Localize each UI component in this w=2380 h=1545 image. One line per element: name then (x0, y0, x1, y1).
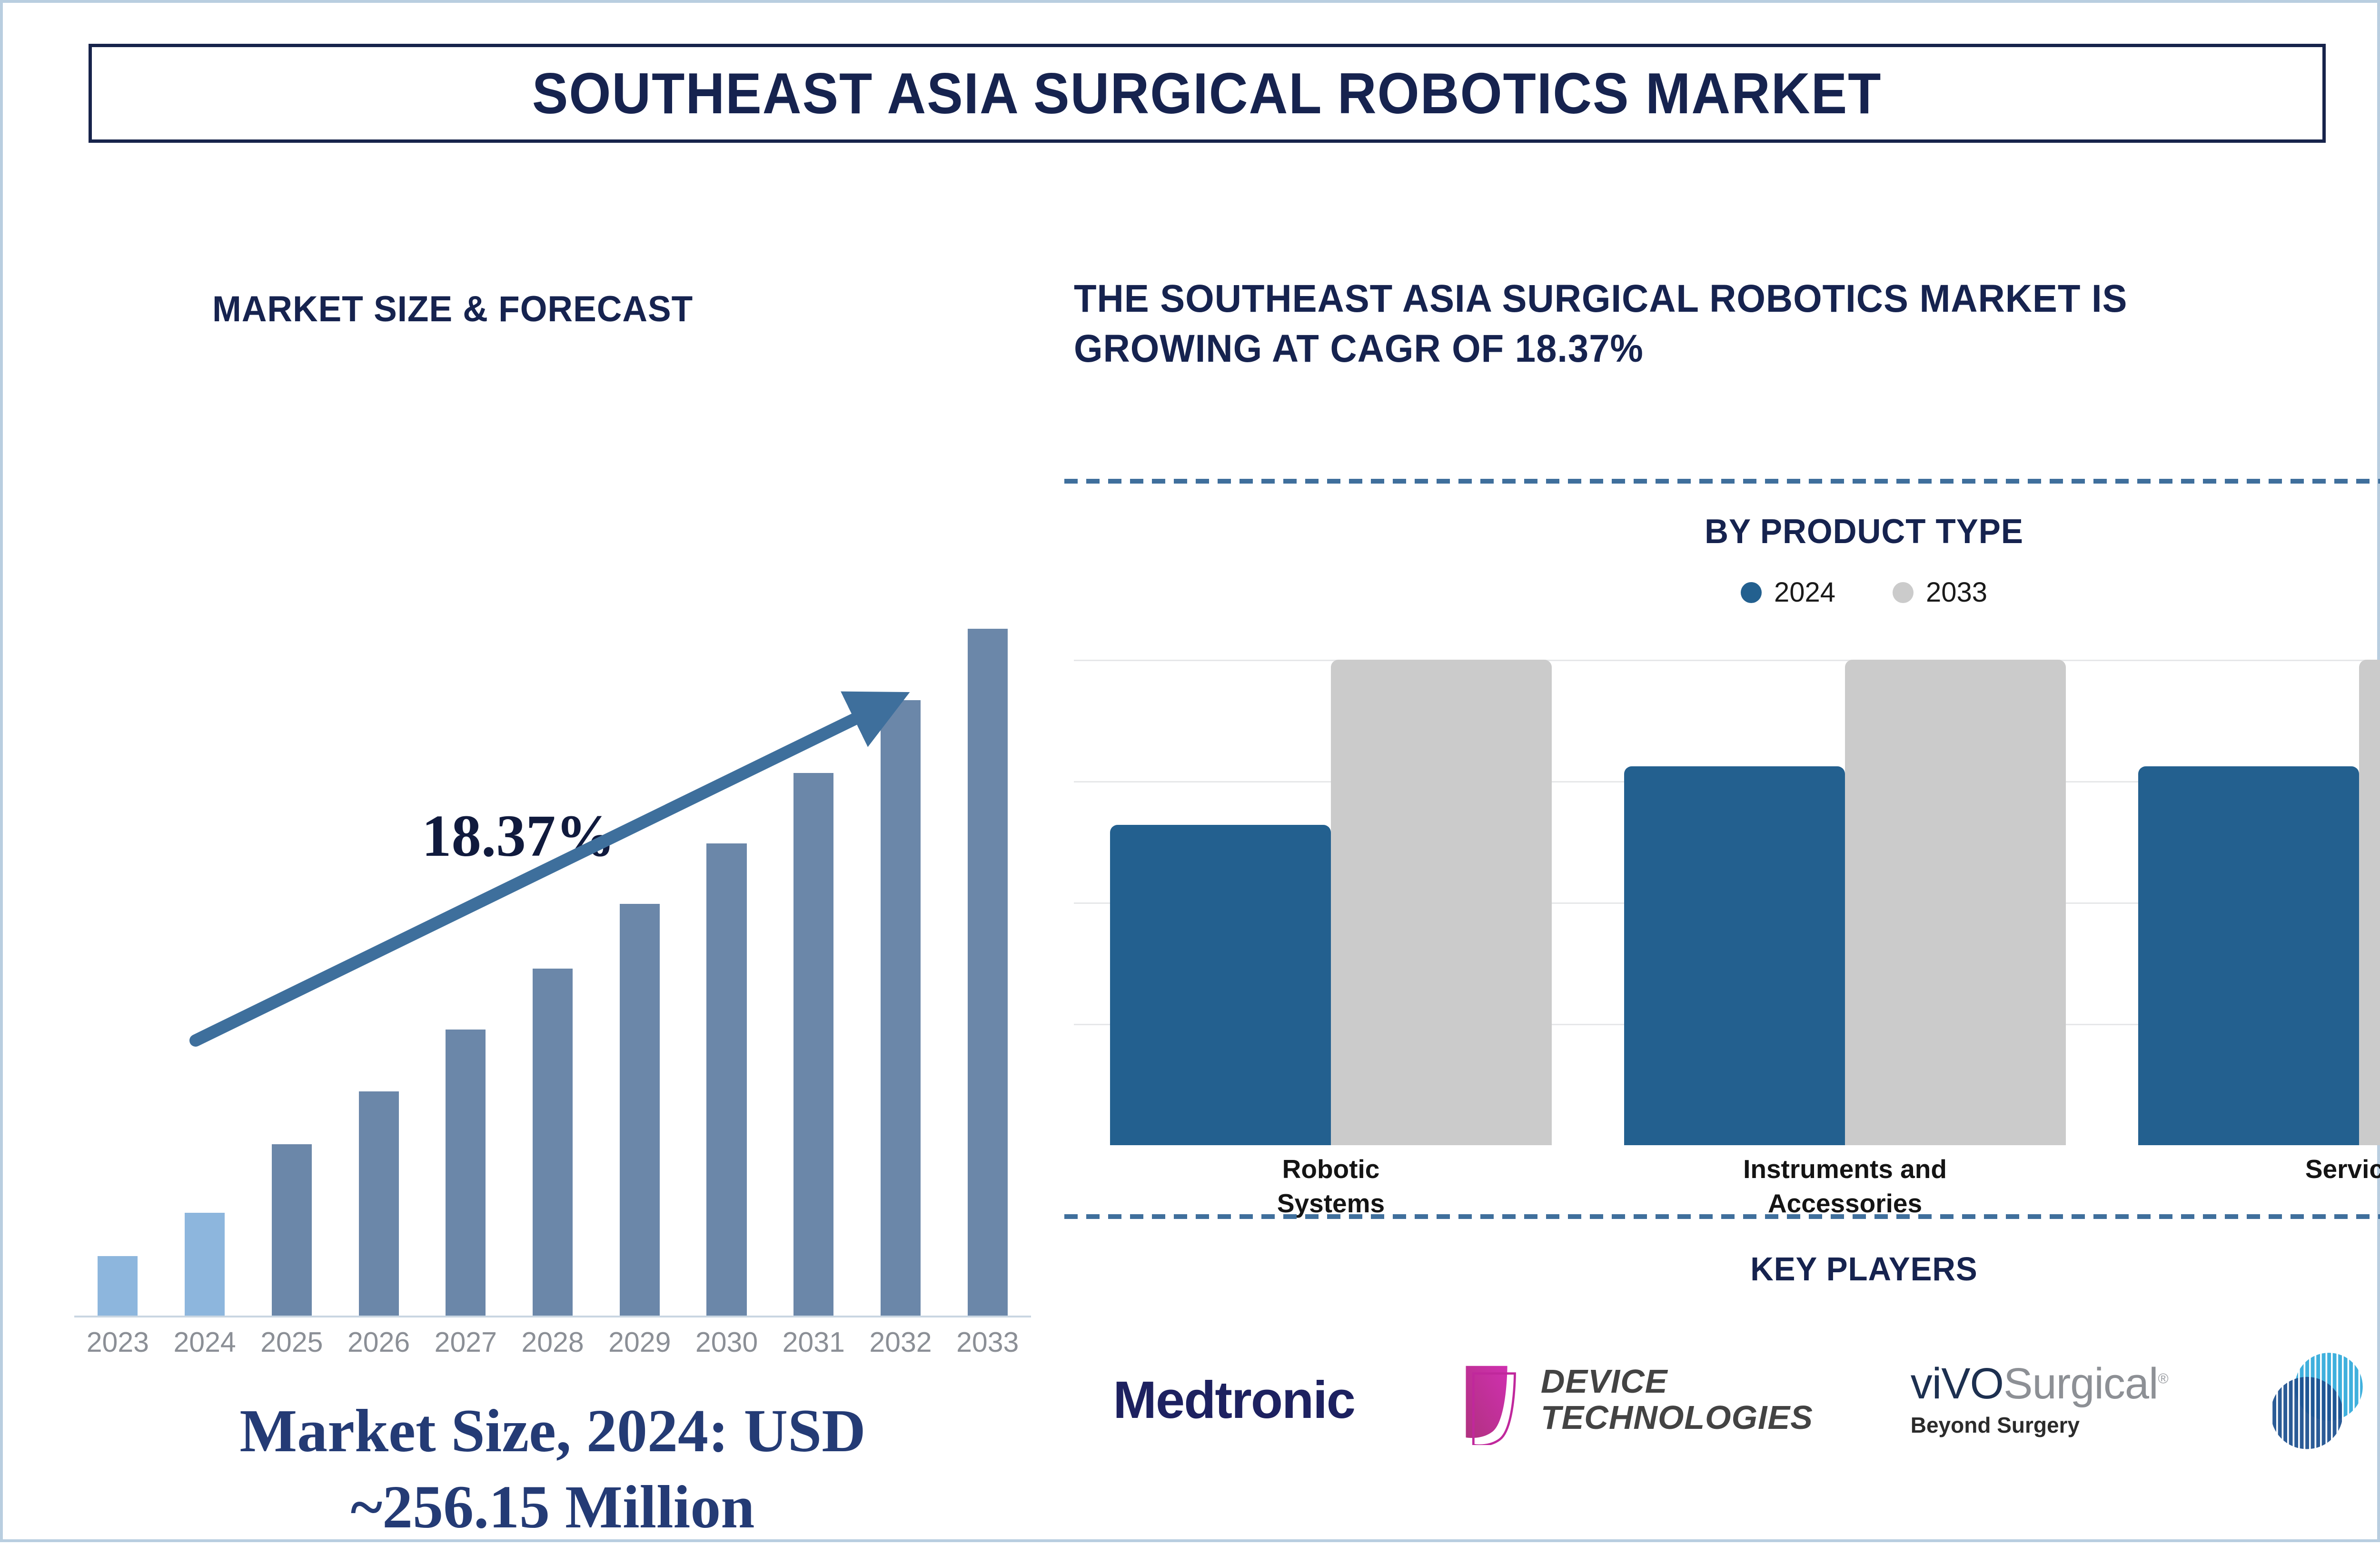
page-title-box: SOUTHEAST ASIA SURGICAL ROBOTICS MARKET (89, 44, 2326, 143)
chart-legend: 2024 2033 (1064, 576, 2380, 608)
category-label: Services (2102, 1152, 2380, 1220)
year-label: 2031 (770, 1326, 857, 1364)
product-type-bar (1845, 660, 2066, 1145)
legend-item[interactable]: 2033 (1893, 576, 1987, 608)
forecast-bar (98, 1256, 138, 1317)
legend-label: 2033 (1926, 576, 1987, 608)
forecast-bar-slot (857, 507, 944, 1317)
bar-group (2102, 660, 2380, 1145)
forecast-bar (446, 1030, 486, 1317)
forecast-bar (968, 629, 1008, 1317)
year-label: 2024 (161, 1326, 248, 1364)
forecast-bar (185, 1213, 225, 1317)
divider-bottom (1064, 1214, 2380, 1219)
devtech-line-1: DEVICE (1541, 1364, 1813, 1400)
device-technologies-leaf-icon (1452, 1355, 1528, 1445)
market-size-forecast-heading: MARKET SIZE & FORECAST (212, 288, 693, 330)
forecast-bar-slot (944, 507, 1031, 1317)
forecast-bar-slot (422, 507, 509, 1317)
legend-item[interactable]: 2024 (1741, 576, 1835, 608)
forecast-bar-slot (683, 507, 770, 1317)
year-label: 2030 (683, 1326, 770, 1364)
forecast-bar-slot (161, 507, 248, 1317)
vivo-tagline: Beyond Surgery (1911, 1412, 2080, 1438)
grouped-bar-group (1074, 660, 2380, 1145)
year-label: 2032 (857, 1326, 944, 1364)
divider-top (1064, 479, 2380, 484)
year-label: 2027 (422, 1326, 509, 1364)
by-product-type-chart (1074, 660, 2380, 1145)
vivo-part-1: viVO (1911, 1359, 2003, 1408)
forecast-bar (793, 773, 833, 1317)
logo-device-technologies[interactable]: DEVICE TECHNOLOGIES (1452, 1321, 1813, 1478)
year-label: 2026 (335, 1326, 422, 1364)
forecast-bar (359, 1091, 399, 1317)
year-label: 2025 (248, 1326, 335, 1364)
forecast-bar (706, 843, 746, 1317)
forecast-bar-slot (770, 507, 857, 1317)
legend-dot-icon (1893, 582, 1914, 603)
medtronic-wordmark: Medtronic (1113, 1370, 1355, 1430)
forecast-bar (620, 904, 660, 1317)
right-panel: THE SOUTHEAST ASIA SURGICAL ROBOTICS MAR… (1064, 179, 2380, 1512)
forecast-bar (881, 700, 921, 1317)
by-product-type-title: BY PRODUCT TYPE (1096, 512, 2380, 551)
year-label: 2029 (596, 1326, 683, 1364)
market-size-line-2: ~256.15 Million (74, 1469, 1031, 1545)
legend-dot-icon (1741, 582, 1762, 603)
devtech-line-2: TECHNOLOGIES (1541, 1400, 1813, 1436)
forecast-bar-slot (596, 507, 683, 1317)
logo-medtronic[interactable]: Medtronic (1113, 1321, 1355, 1478)
product-type-bar (1624, 766, 1845, 1145)
key-players-logos: Medtronic DEVICE TECHNOLOGIES (1064, 1321, 2380, 1478)
market-size-line-1: Market Size, 2024: USD (74, 1393, 1031, 1469)
legend-label: 2024 (1774, 576, 1835, 608)
logo-endomaster[interactable]: EndoMaster (2265, 1321, 2380, 1478)
vivo-part-2: Surgical (2003, 1359, 2158, 1408)
forecast-bar-slot (248, 507, 335, 1317)
product-type-bar (1331, 660, 1552, 1145)
page-title: SOUTHEAST ASIA SURGICAL ROBOTICS MARKET (532, 60, 1882, 127)
market-size-value: Market Size, 2024: USD ~256.15 Million (74, 1393, 1031, 1545)
forecast-bar (533, 969, 573, 1317)
x-axis-line (74, 1316, 1031, 1317)
forecast-bar-slot (509, 507, 596, 1317)
registered-mark-icon: ® (2158, 1371, 2168, 1387)
cagr-headline: THE SOUTHEAST ASIA SURGICAL ROBOTICS MAR… (1074, 274, 2250, 374)
product-type-bar (1110, 825, 1331, 1145)
bar-group (1074, 660, 1588, 1145)
vivo-surgical-wordmark: viVOSurgical® (1911, 1362, 2168, 1406)
bar-group (1588, 660, 2102, 1145)
endomaster-circles-icon (2265, 1345, 2375, 1455)
forecast-bar-slot (74, 507, 161, 1317)
logo-vivo-surgical[interactable]: viVOSurgical® Beyond Surgery (1911, 1321, 2168, 1478)
product-type-bar (2138, 766, 2359, 1145)
year-label: 2033 (944, 1326, 1031, 1364)
forecast-bar (272, 1144, 312, 1317)
year-label: 2028 (509, 1326, 596, 1364)
forecast-bar-slot (335, 507, 422, 1317)
key-players-title: KEY PLAYERS (1096, 1250, 2380, 1288)
year-label: 2023 (74, 1326, 161, 1364)
product-type-bar (2359, 660, 2380, 1145)
forecast-bar-group (74, 507, 1031, 1317)
device-technologies-wordmark: DEVICE TECHNOLOGIES (1541, 1364, 1813, 1436)
